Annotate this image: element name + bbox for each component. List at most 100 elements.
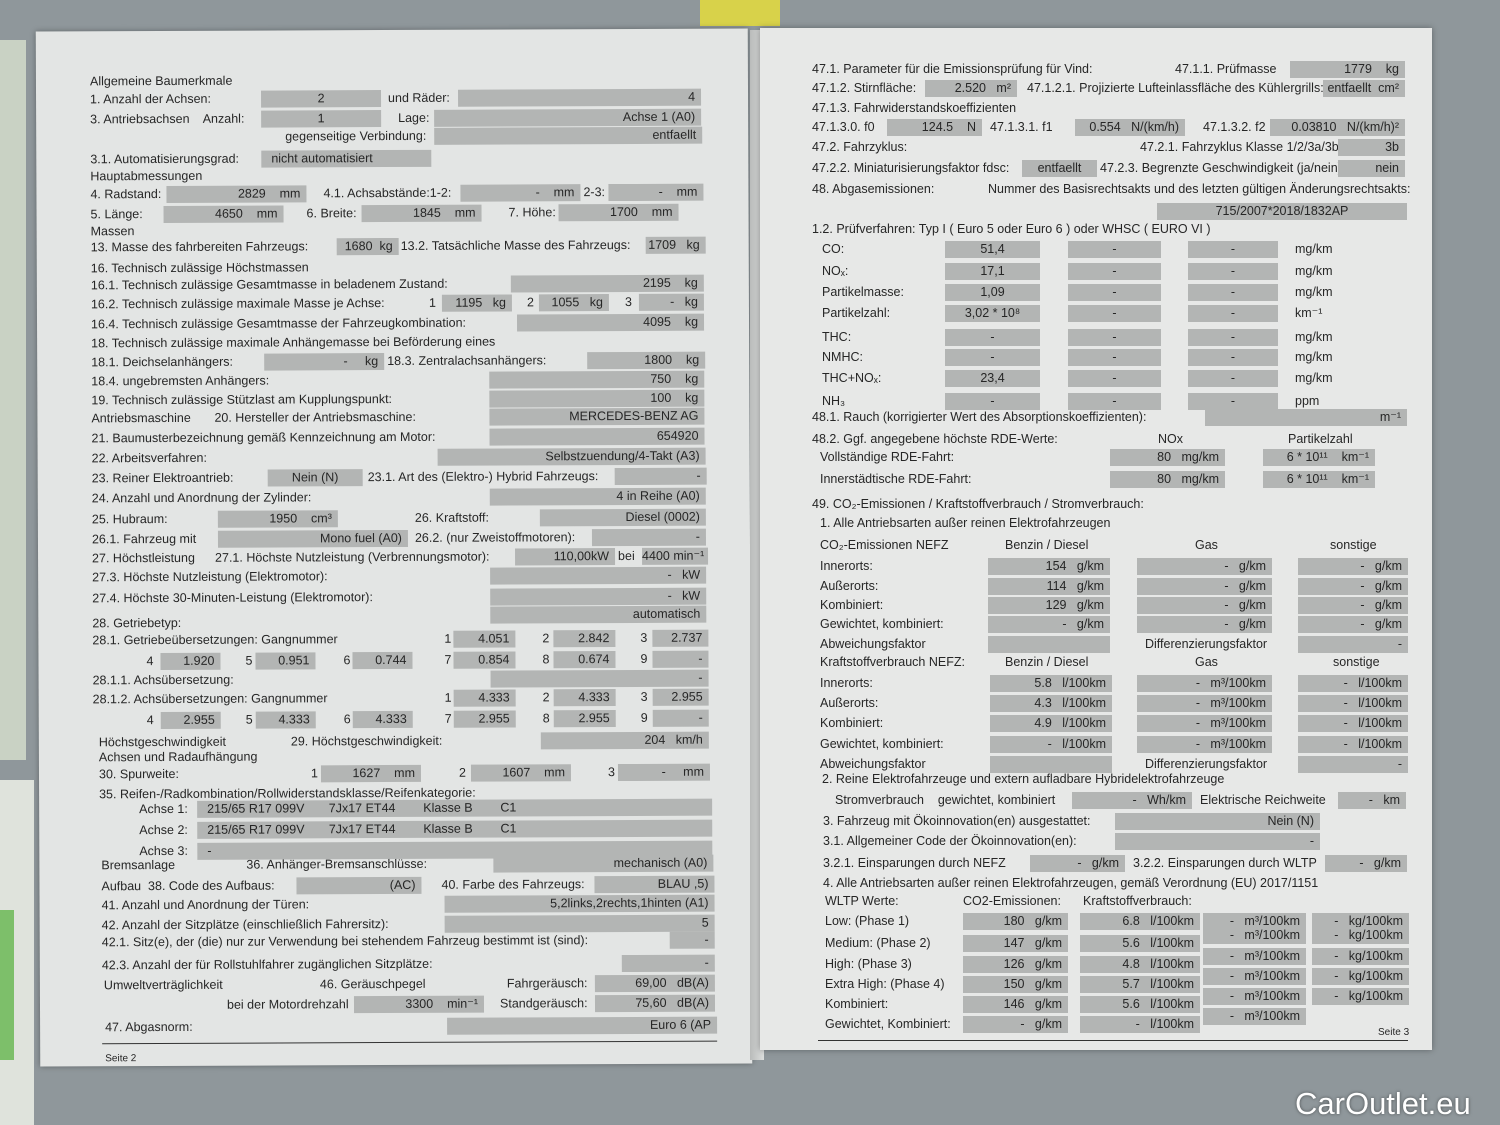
label-18-4-ungebremsten-anh-ngers: 18.4. ungebremsten Anhängers: (91, 373, 270, 389)
label-1: 1 (428, 295, 436, 310)
label-36-anh-nger-bremsanschl-sse: 36. Anhänger-Bremsanschlüsse: (246, 856, 428, 872)
label-3-2-1-einsparungen-durch-nefz: 3.2.1. Einsparungen durch NEFZ (823, 856, 1006, 870)
label-extra-high-phase-4: Extra High: (Phase 4) (825, 977, 945, 991)
label-47-1-2-stirnfl-che: 47.1.2. Stirnfläche: (812, 81, 917, 95)
field-value-empty: - (614, 467, 707, 486)
field-value-m-100km: - m³/100km (1203, 927, 1306, 944)
field-value-750-kg: 750 kg (489, 370, 705, 389)
field-value-g-km: - g/km (1137, 597, 1272, 614)
label-nummer-des-basisrechtsakts-und-des-letzt: Nummer des Basisrechtsakts und des letzt… (988, 182, 1411, 196)
field-value-empty: - (1298, 756, 1408, 773)
field-value-146-g-km: 146 g/km (963, 996, 1068, 1013)
field-value-empty: - (490, 669, 709, 688)
field-value-114-g-km: 114 g/km (988, 578, 1110, 595)
label-innerorts: Innerorts: (820, 676, 873, 690)
label-13-masse-des-fahrbereiten-fahrzeugs: 13. Masse des fahrbereiten Fahrzeugs: (90, 239, 309, 255)
field-value-mm: - mm (617, 763, 711, 782)
label-48-abgasemissionen: 48. Abgasemissionen: (812, 182, 935, 196)
field-value-empty: - (591, 528, 706, 547)
label-16-technisch-zul-ssige-h-chstmassen: 16. Technisch zulässige Höchstmassen (90, 260, 309, 276)
label-partikelmasse: Partikelmasse: (822, 285, 904, 299)
field-value-80-mg-km: 80 mg/km (1110, 471, 1225, 488)
label-5: 5 (245, 653, 253, 668)
page-number: Seite 2 (105, 1053, 137, 1065)
label-47-2-fahrzyklus: 47.2. Fahrzyklus: (812, 140, 908, 154)
label-27-3-h-chste-nutzleistung-elektromotor: 27.3. Höchste Nutzleistung (Elektromotor… (92, 569, 328, 585)
label-sonstige: sonstige (1330, 538, 1377, 552)
field-value-1709-kg: 1709 kg (645, 236, 706, 254)
field-value-2: 2 (261, 90, 382, 108)
field-value-nein-n: Nein (N) (267, 469, 363, 487)
field-value-2-955: 2.955 (553, 710, 616, 728)
field-value-l-100km: - l/100km (1298, 675, 1408, 692)
label-6-breite: 6. Breite: (306, 206, 357, 221)
field-value-69-00-db-a: 69,00 dB(A) (594, 974, 715, 993)
label-47-1-1-pr-fmasse: 47.1.1. Prüfmasse (1175, 62, 1277, 76)
label-co2-emissionen: CO2-Emissionen: (963, 894, 1061, 908)
field-value-4-8-l-100km: 4.8 l/100km (1080, 956, 1200, 973)
field-value-ac: (AC) (296, 876, 422, 895)
field-value-g-km: - g/km (988, 616, 1110, 633)
label-2-reine-elektrofahrzeuge-und-extern-aufl: 2. Reine Elektrofahrzeuge und extern auf… (822, 772, 1225, 786)
label-4: 4 (146, 713, 154, 728)
label-gewichtet-kombiniert: Gewichtet, kombiniert: (820, 737, 944, 751)
field-value-m-100km: - m³/100km (1137, 675, 1272, 692)
label-mg-km: mg/km (1295, 264, 1333, 278)
field-value-m-100km: - m³/100km (1203, 1008, 1306, 1025)
field-value-3b: 3b (1338, 139, 1405, 156)
label-3-fahrzeug-mit-koinnovation-en-ausgestat: 3. Fahrzeug mit Ökoinnovation(en) ausges… (823, 814, 1091, 828)
field-value-23-4: 23,4 (945, 370, 1040, 387)
label-21-baumusterbezeichnung-gem-kennzeichnun: 21. Baumusterbezeichnung gemäß Kennzeich… (91, 429, 436, 446)
label-km: km⁻¹ (1295, 306, 1323, 320)
label-16-1-technisch-zul-ssige-gesamtmasse-in-: 16.1. Technisch zulässige Gesamtmasse in… (90, 276, 448, 293)
field-value-126-g-km: 126 g/km (963, 956, 1068, 973)
field-value-1700-mm: 1700 mm (558, 203, 679, 222)
field-value-empty: - (945, 329, 1040, 346)
field-value-1-09: 1,09 (945, 284, 1040, 301)
label-29-h-chstgeschwindigkeit: 29. Höchstgeschwindigkeit: (290, 733, 443, 749)
label-6: 6 (343, 653, 351, 668)
field-value-0-854: 0.854 (453, 651, 516, 669)
label-26-1-fahrzeug-mit: 26.1. Fahrzeug mit (91, 531, 197, 547)
label-23-1-art-des-elektro-hybrid-fahrzeugs: 23.1. Art des (Elektro-) Hybrid Fahrzeug… (367, 469, 599, 485)
label-47-2-3-begrenzte-geschwindigkeit-ja-nein: 47.2.3. Begrenzte Geschwindigkeit (ja/ne… (1100, 161, 1346, 175)
field-value-empty: - (1188, 241, 1278, 258)
field-value-1-920: 1.920 (160, 652, 221, 671)
field-value-4095-kg: 4095 kg (516, 313, 705, 332)
field-value-empty: - (1068, 370, 1161, 387)
field-value-empty: - (1188, 349, 1278, 366)
label-24-anzahl-und-anordnung-der-zylinder: 24. Anzahl und Anordnung der Zylinder: (91, 490, 312, 506)
field-value-kg-100km: - kg/100km (1312, 948, 1409, 965)
label-28-1-2-achs-bersetzungen-gangnummer: 28.1.2. Achsübersetzungen: Gangnummer (92, 691, 328, 707)
field-value-euro-6-ap: Euro 6 (AP (447, 1016, 718, 1035)
field-value-kg-100km: - kg/100km (1312, 968, 1409, 985)
label-47-1-3-0-f0: 47.1.3.0. f0 (812, 120, 875, 134)
label-20-hersteller-der-antriebsmaschine: 20. Hersteller der Antriebsmaschine: (214, 409, 416, 425)
field-value-1627-mm: 1627 mm (320, 764, 422, 783)
label-47-1-2-1-projizierte-lufteinlassfl-che-d: 47.1.2.1. Projizierte Lufteinlassfläche … (1027, 81, 1324, 95)
field-value-5-6-l-100km: 5.6 l/100km (1080, 996, 1200, 1013)
field-value-0-674: 0.674 (553, 651, 616, 669)
label-abweichungsfaktor: Abweichungsfaktor (820, 757, 926, 771)
label-28-getriebetyp: 28. Getriebetyp: (92, 615, 182, 631)
background-paper-strip (0, 40, 26, 760)
label-47-1-3-1-f1: 47.1.3.1. f1 (990, 120, 1053, 134)
field-value-4-9-l-100km: 4.9 l/100km (990, 715, 1112, 732)
field-value-g-km: - g/km (1298, 558, 1408, 575)
label-mg-km: mg/km (1295, 242, 1333, 256)
field-value-654920: 654920 (489, 427, 705, 446)
field-value-g-km: - g/km (1030, 855, 1125, 872)
label-abweichungsfaktor: Abweichungsfaktor (820, 637, 926, 651)
label-6: 6 (343, 712, 351, 727)
page-number: Seite 3 (1378, 1027, 1410, 1038)
field-value-1: 1 (261, 110, 382, 128)
label-9: 9 (640, 710, 648, 725)
field-value-51-4: 51,4 (945, 241, 1040, 258)
field-value-m: m⁻¹ (1205, 409, 1407, 426)
label-kraftstoffverbrauch: Kraftstoffverbrauch: (1083, 894, 1192, 908)
field-value-l-100km: - l/100km (1298, 695, 1408, 712)
field-value-empty: - (1188, 284, 1278, 301)
field-value-215-65-r17-099v-7jx17-et44-klasse-b-c1: 215/65 R17 099V 7Jx17 ET44 Klasse B C1 (197, 798, 713, 818)
label-thc-no: THC+NOₓ: (822, 371, 882, 385)
label-benzin-diesel: Benzin / Diesel (1005, 655, 1089, 669)
